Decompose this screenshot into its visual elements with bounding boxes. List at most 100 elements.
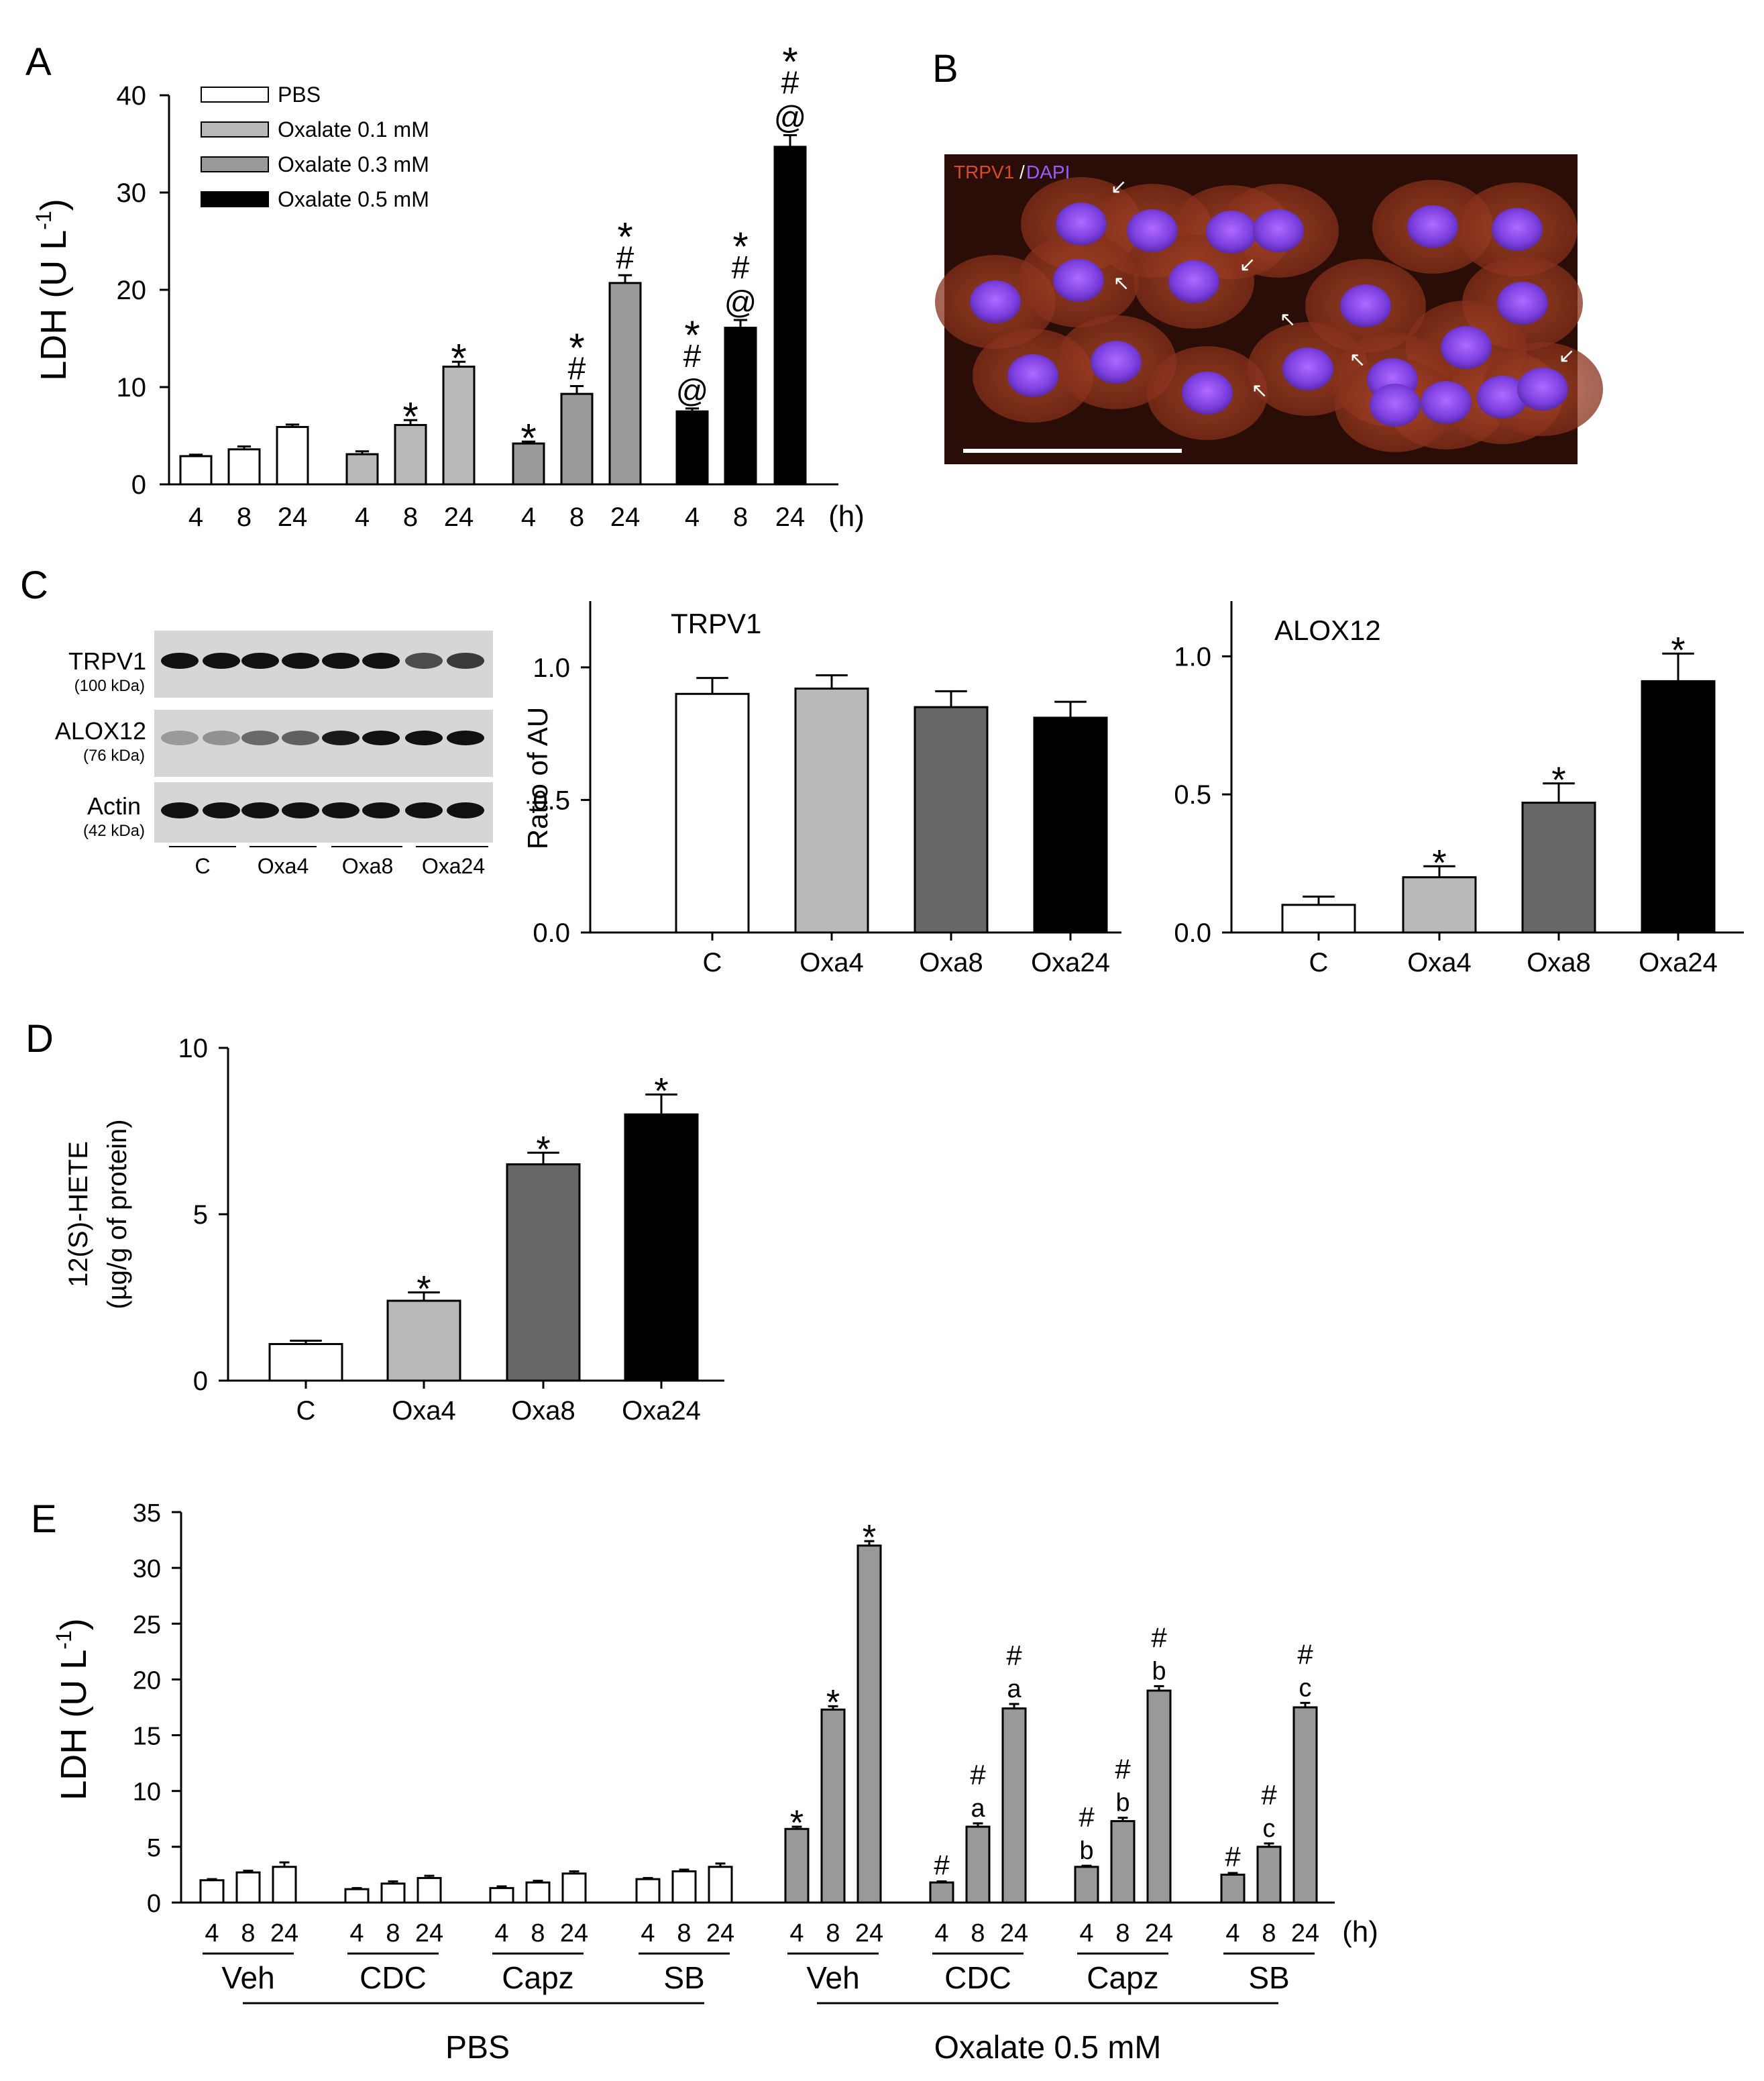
e-x-tick-label: 4 — [641, 1919, 655, 1947]
d-x-tick-label: Oxa8 — [511, 1396, 575, 1426]
e-bar — [784, 1827, 810, 1904]
e-bar — [1220, 1873, 1246, 1904]
nucleus — [1282, 348, 1333, 390]
e-x-tick-label: 4 — [934, 1919, 948, 1947]
a-x-tick-label: 4 — [355, 502, 370, 532]
e-bar — [489, 1886, 514, 1904]
a-bar — [773, 146, 807, 486]
e-y-tick-label: 15 — [133, 1723, 161, 1751]
e-y-tick-label: 5 — [147, 1834, 161, 1862]
e-bar — [708, 1866, 733, 1904]
e-x-tick-label: 8 — [677, 1919, 691, 1947]
a-bar — [560, 392, 594, 486]
a-y-tick-label: 30 — [117, 178, 147, 208]
nucleus — [1407, 205, 1458, 248]
a-annotation: * — [520, 415, 536, 460]
e-x-tick-label: 8 — [531, 1919, 545, 1947]
a-y-label: LDH (U L-1) — [32, 199, 74, 380]
nucleus — [1441, 326, 1492, 369]
a-x-unit: (h) — [828, 500, 865, 533]
a-y-tick-label: 20 — [117, 276, 147, 305]
a-annotation: * — [402, 394, 418, 439]
e-y-tick-label: 25 — [133, 1611, 161, 1639]
c-trpv1-x-tick-label: Oxa24 — [1031, 948, 1110, 977]
c-alox12-x-tick-label: Oxa8 — [1527, 948, 1591, 977]
panel-letter-a: A — [25, 40, 52, 84]
blot-band — [447, 653, 484, 669]
nucleus — [1477, 376, 1528, 419]
d-y-tick-label: 0 — [193, 1367, 208, 1396]
a-annotation: # — [683, 339, 702, 374]
arrow-icon: ↖ — [1279, 309, 1296, 331]
a-annotation: @ — [676, 374, 709, 409]
c-trpv1-y-tick-label: 0.5 — [533, 786, 570, 815]
a-bar — [724, 327, 757, 486]
e-bar — [235, 1871, 261, 1904]
e-annotation: * — [826, 1683, 840, 1722]
e-x-tick-label: 24 — [415, 1919, 443, 1947]
e-bar — [1256, 1846, 1282, 1904]
c-alox12-bar — [1641, 680, 1716, 934]
blot-band — [282, 731, 319, 745]
a-annotation: * — [617, 214, 632, 259]
e-y-tick-label: 0 — [147, 1890, 161, 1918]
blot-band — [241, 802, 279, 818]
a-legend-label: PBS — [278, 83, 321, 107]
panel-letter-c: C — [20, 564, 48, 607]
blot-band — [282, 802, 319, 818]
arrow-icon: ↙ — [1110, 176, 1127, 198]
stain-label-dapi: DAPI — [1026, 162, 1070, 182]
e-annotation: * — [863, 1517, 876, 1557]
a-annotation: * — [451, 336, 466, 381]
e-group-label: SB — [1248, 1960, 1289, 1995]
e-annotation: a — [1007, 1675, 1022, 1703]
e-bar — [965, 1825, 991, 1904]
c-alox12-bar — [1402, 876, 1477, 934]
nucleus — [1168, 260, 1219, 303]
a-legend-swatch — [201, 191, 269, 207]
nucleus — [1053, 259, 1104, 302]
a-x-tick-label: 8 — [733, 502, 748, 532]
c-alox12-y-tick-label: 0.5 — [1174, 780, 1211, 810]
e-group-label: Veh — [806, 1960, 859, 1995]
blot-kda-actin: (42 kDa) — [83, 822, 145, 840]
e-x-tick-label: 24 — [855, 1919, 883, 1947]
d-x-tick-label: Oxa24 — [622, 1396, 701, 1426]
c-trpv1-bar — [794, 687, 869, 934]
e-x-tick-label: 24 — [270, 1919, 298, 1947]
e-x-tick-label: 8 — [241, 1919, 255, 1947]
a-x-tick-label: 24 — [444, 502, 474, 532]
e-x-tick-label: 8 — [386, 1919, 400, 1947]
e-group-label: SB — [663, 1960, 704, 1995]
c-trpv1-x-tick-label: Oxa4 — [800, 948, 864, 977]
c-trpv1-y-tick-label: 1.0 — [533, 653, 570, 683]
e-x-tick-label: 4 — [1225, 1919, 1239, 1947]
a-bar — [608, 282, 642, 486]
e-annotation: a — [971, 1795, 985, 1823]
e-x-tick-label: 24 — [706, 1919, 734, 1947]
c-y-label: Ratio of AU — [522, 707, 553, 849]
a-x-tick-label: 4 — [521, 502, 536, 532]
c-alox12-title: ALOX12 — [1274, 615, 1381, 646]
e-bar — [380, 1882, 406, 1904]
e-bar — [929, 1881, 954, 1904]
e-x-unit: (h) — [1342, 1915, 1378, 1948]
e-x-tick-label: 8 — [826, 1919, 840, 1947]
e-annotation: # — [934, 1849, 950, 1880]
e-annotation: * — [790, 1803, 804, 1843]
nucleus — [1497, 282, 1548, 325]
e-bar — [272, 1866, 297, 1904]
blot-band — [322, 802, 360, 818]
c-trpv1-title: TRPV1 — [671, 608, 761, 639]
d-x-tick-label: Oxa4 — [392, 1396, 456, 1426]
nucleus — [970, 280, 1021, 323]
d-annotation: * — [536, 1128, 550, 1169]
a-x-tick-label: 8 — [237, 502, 252, 532]
e-supergroup-label-oxalate: Oxalate 0.5 mM — [934, 2030, 1162, 2066]
e-bar — [417, 1876, 442, 1904]
blot-band — [161, 802, 199, 818]
c-trpv1-bar — [675, 692, 750, 934]
d-bar — [268, 1342, 343, 1382]
a-legend-swatch — [201, 121, 269, 138]
e-bar — [635, 1878, 661, 1904]
